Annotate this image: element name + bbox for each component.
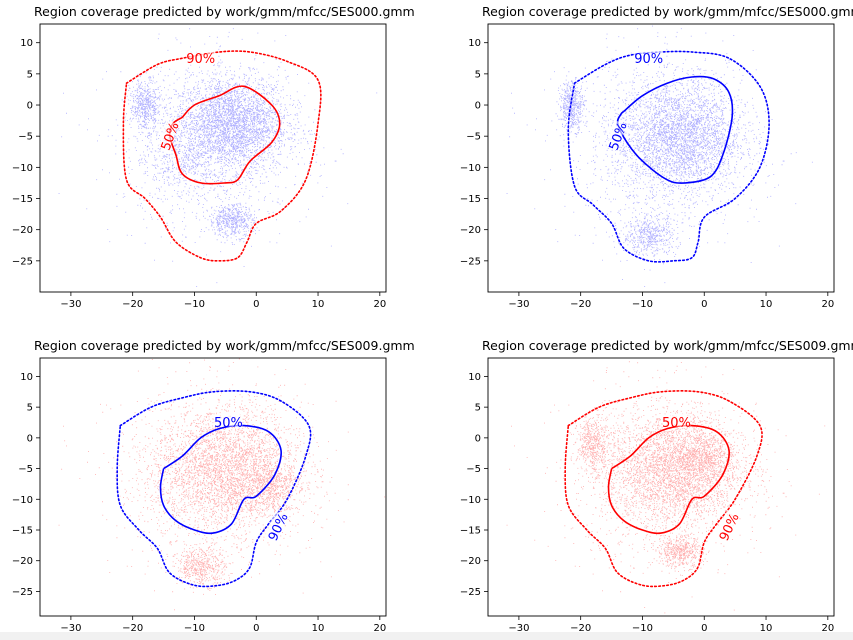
subplot-1: Region coverage predicted by work/gmm/mf… xyxy=(12,4,415,310)
scatter-points xyxy=(58,358,386,611)
x-tick-label: 10 xyxy=(760,623,773,634)
y-tick-label: −5 xyxy=(18,132,33,143)
bottom-strip xyxy=(0,632,853,640)
subplot-2: Region coverage predicted by work/gmm/mf… xyxy=(460,4,853,310)
subplot-4: Region coverage predicted by work/gmm/mf… xyxy=(460,338,853,634)
contour-90pct xyxy=(116,390,312,588)
y-tick-label: −10 xyxy=(460,495,481,506)
subplot-3: Region coverage predicted by work/gmm/mf… xyxy=(12,338,415,634)
y-tick-label: 0 xyxy=(27,433,33,444)
y-tick-label: 10 xyxy=(468,372,481,383)
contour-label: 50% xyxy=(662,416,691,431)
y-tick-label: −20 xyxy=(12,225,33,236)
x-tick-label: 0 xyxy=(253,623,259,634)
contour-90pct xyxy=(567,50,770,263)
x-tick-label: 10 xyxy=(312,299,325,310)
x-tick-label: −30 xyxy=(508,623,529,634)
y-tick-label: −15 xyxy=(12,526,33,537)
y-tick-label: 5 xyxy=(27,69,33,80)
x-tick-label: 10 xyxy=(760,299,773,310)
y-tick-label: 0 xyxy=(27,101,33,112)
scatter-points xyxy=(506,25,813,287)
contour-90pct xyxy=(564,390,763,588)
y-tick-label: 5 xyxy=(475,403,481,414)
x-tick-label: −10 xyxy=(184,623,205,634)
x-tick-label: 0 xyxy=(701,623,707,634)
x-tick-label: 0 xyxy=(253,299,259,310)
x-tick-label: −20 xyxy=(570,623,591,634)
y-tick-label: −25 xyxy=(12,256,33,267)
y-tick-label: −20 xyxy=(460,225,481,236)
x-tick-label: 20 xyxy=(821,623,834,634)
y-tick-label: −5 xyxy=(18,464,33,475)
plot-frame xyxy=(487,357,835,617)
chart-title: Region coverage predicted by work/gmm/mf… xyxy=(482,338,853,353)
x-tick-label: 10 xyxy=(312,623,325,634)
plot-frame xyxy=(487,23,835,293)
x-tick-label: 0 xyxy=(701,299,707,310)
y-tick-label: −15 xyxy=(460,194,481,205)
chart-title: Region coverage predicted by work/gmm/mf… xyxy=(34,338,415,353)
y-tick-label: −20 xyxy=(12,556,33,567)
y-tick-label: 10 xyxy=(20,372,33,383)
contour-label: 90% xyxy=(186,52,215,67)
x-tick-label: 20 xyxy=(373,299,386,310)
chart-title: Region coverage predicted by work/gmm/mf… xyxy=(482,4,853,19)
contour-50pct xyxy=(168,85,281,185)
y-tick-label: −25 xyxy=(460,256,481,267)
chart-title: Region coverage predicted by work/gmm/mf… xyxy=(34,4,415,19)
y-tick-label: 5 xyxy=(27,403,33,414)
x-tick-label: 20 xyxy=(821,299,834,310)
plot-frame xyxy=(39,23,387,293)
y-tick-label: −25 xyxy=(460,587,481,598)
plot-frame xyxy=(39,357,387,617)
y-tick-label: −5 xyxy=(466,464,481,475)
contour-90pct xyxy=(122,50,322,262)
y-tick-label: −10 xyxy=(460,163,481,174)
contour-50pct xyxy=(159,424,282,535)
y-tick-label: −15 xyxy=(12,194,33,205)
x-tick-label: −20 xyxy=(122,623,143,634)
y-tick-label: −25 xyxy=(12,587,33,598)
y-tick-label: −20 xyxy=(460,556,481,567)
x-tick-label: −20 xyxy=(570,299,591,310)
x-tick-label: −10 xyxy=(184,299,205,310)
y-tick-label: 5 xyxy=(475,69,481,80)
contour-label: 50% xyxy=(214,416,243,431)
y-tick-label: −10 xyxy=(12,163,33,174)
y-tick-label: 10 xyxy=(20,38,33,49)
contour-50pct xyxy=(607,424,730,535)
y-tick-label: 0 xyxy=(475,433,481,444)
x-tick-label: −10 xyxy=(632,623,653,634)
y-tick-label: 10 xyxy=(468,38,481,49)
scatter-points xyxy=(506,361,826,614)
x-tick-label: −10 xyxy=(632,299,653,310)
x-tick-label: −30 xyxy=(508,299,529,310)
y-tick-label: −5 xyxy=(466,132,481,143)
x-tick-label: −20 xyxy=(122,299,143,310)
x-tick-label: −30 xyxy=(60,623,81,634)
x-tick-label: 20 xyxy=(373,623,386,634)
contour-label: 90% xyxy=(634,52,663,67)
y-tick-label: 0 xyxy=(475,101,481,112)
scatter-points xyxy=(58,28,378,287)
y-tick-label: −15 xyxy=(460,526,481,537)
x-tick-label: −30 xyxy=(60,299,81,310)
y-tick-label: −10 xyxy=(12,495,33,506)
